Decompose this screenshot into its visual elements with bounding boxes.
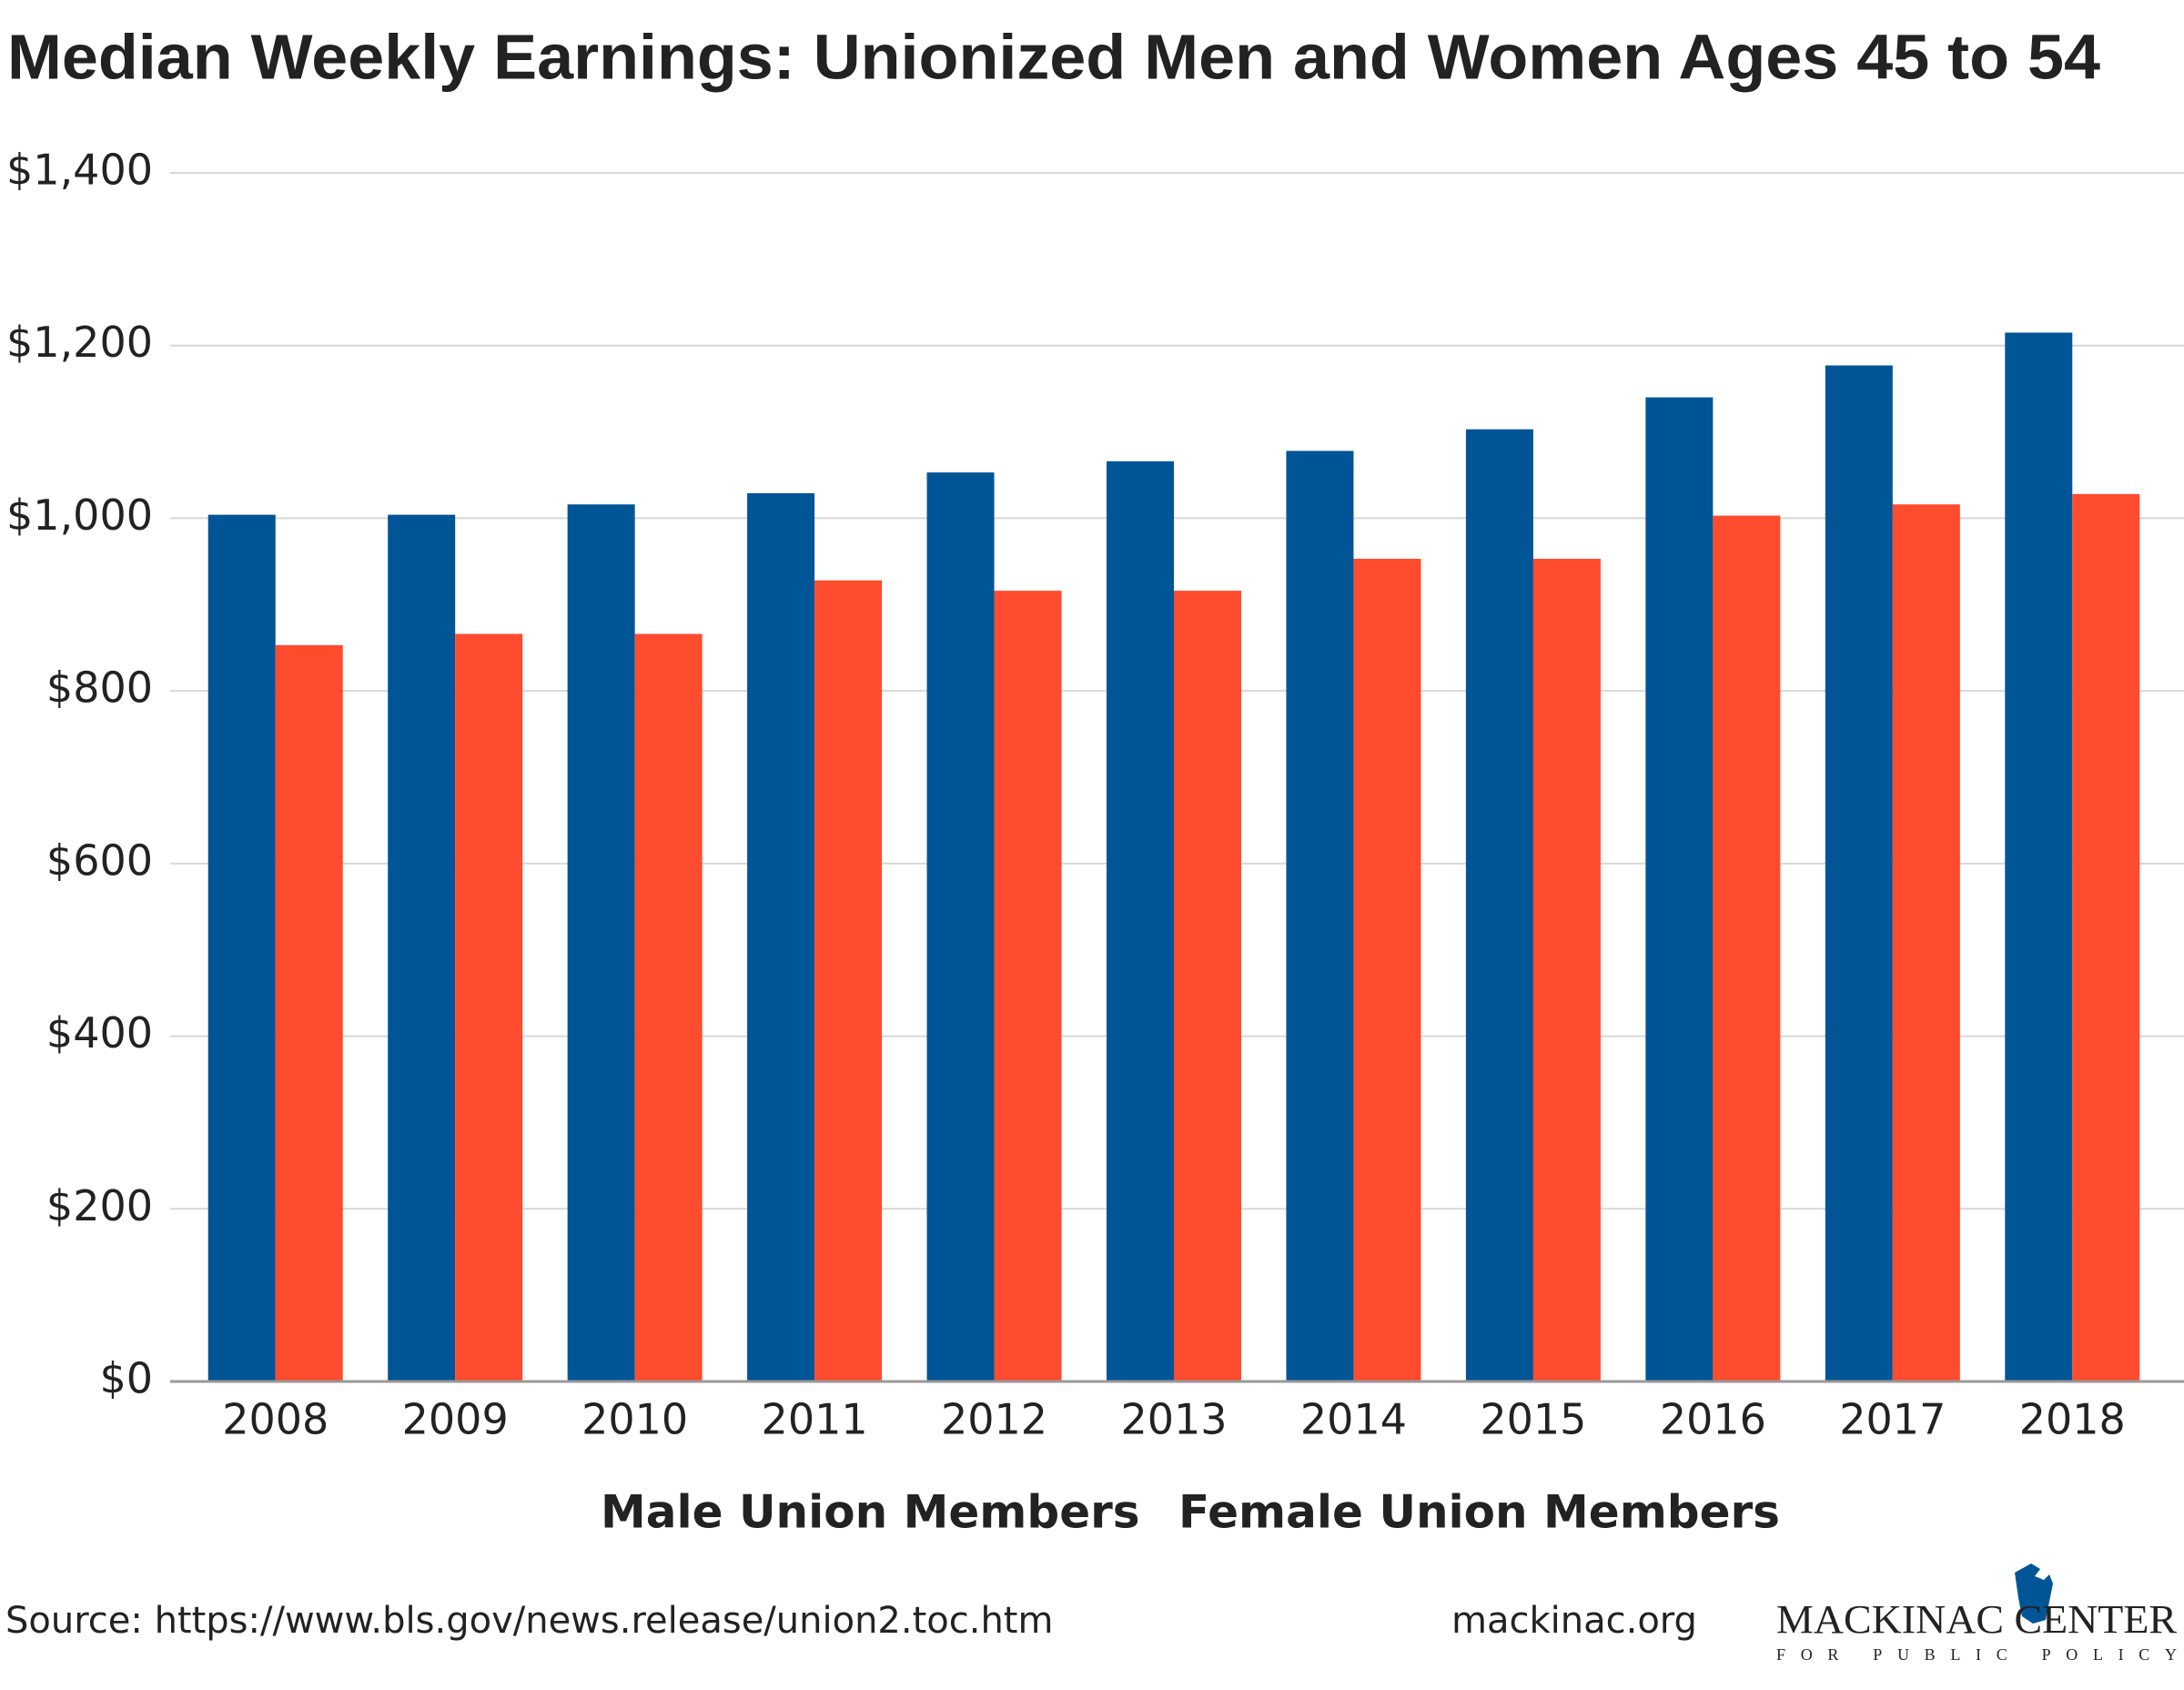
source: Source: https://www.bls.gov/news.release… bbox=[5, 1600, 1053, 1642]
x-tick-label: 2015 bbox=[1480, 1395, 1586, 1444]
x-tick-label: 2012 bbox=[941, 1395, 1047, 1444]
y-tick-label: $400 bbox=[46, 1008, 153, 1058]
legend: Male Union Members Female Union Members bbox=[601, 1486, 1780, 1539]
bar bbox=[1107, 460, 1174, 1381]
logo-name: MACKINAC CENTER bbox=[1776, 1597, 2178, 1642]
website: mackinac.org bbox=[1451, 1600, 1697, 1642]
x-tick-label: 2010 bbox=[581, 1395, 688, 1444]
bar bbox=[1645, 397, 1714, 1382]
bar bbox=[567, 504, 635, 1381]
bar bbox=[1532, 559, 1601, 1381]
legend-label: Female Union Members bbox=[1178, 1486, 1780, 1539]
bar bbox=[994, 591, 1062, 1381]
bar bbox=[455, 633, 523, 1381]
bar bbox=[1713, 515, 1781, 1381]
x-tick-label: 2008 bbox=[222, 1395, 329, 1444]
bar bbox=[388, 514, 456, 1381]
y-tick-label: $600 bbox=[46, 835, 153, 885]
bar bbox=[1174, 591, 1241, 1381]
bar bbox=[1286, 450, 1354, 1381]
bar bbox=[1825, 365, 1893, 1381]
bar bbox=[814, 580, 883, 1381]
bar bbox=[1353, 559, 1421, 1381]
y-tick-label: $800 bbox=[46, 663, 153, 713]
bar bbox=[1465, 429, 1533, 1381]
x-tick-label: 2009 bbox=[402, 1395, 509, 1444]
y-tick-label: $1,000 bbox=[6, 491, 153, 540]
x-tick-label: 2018 bbox=[2019, 1395, 2126, 1444]
bar bbox=[747, 492, 815, 1381]
logo-icon bbox=[2015, 1564, 2053, 1624]
y-tick-label: $200 bbox=[46, 1181, 153, 1230]
bar bbox=[2005, 332, 2073, 1381]
bar bbox=[2072, 493, 2140, 1381]
x-tick-label: 2013 bbox=[1120, 1395, 1227, 1444]
x-tick-label: 2011 bbox=[762, 1395, 868, 1444]
y-tick-label: $1,400 bbox=[6, 146, 153, 195]
bar bbox=[275, 644, 343, 1381]
x-tick-label: 2014 bbox=[1300, 1395, 1407, 1444]
y-tick-label: $0 bbox=[99, 1354, 153, 1403]
logo-tagline: FOR PUBLIC POLICY bbox=[1776, 1645, 2177, 1664]
bar bbox=[207, 514, 276, 1381]
chart-title: Median Weekly Earnings: Unionized Men an… bbox=[7, 21, 2100, 92]
legend-label: Male Union Members bbox=[601, 1486, 1140, 1539]
bar bbox=[926, 472, 995, 1381]
x-tick-label: 2016 bbox=[1660, 1395, 1766, 1444]
x-tick-label: 2017 bbox=[1839, 1395, 1946, 1444]
bar bbox=[1892, 504, 1960, 1381]
bar bbox=[634, 633, 703, 1381]
y-tick-label: $1,200 bbox=[6, 318, 153, 367]
